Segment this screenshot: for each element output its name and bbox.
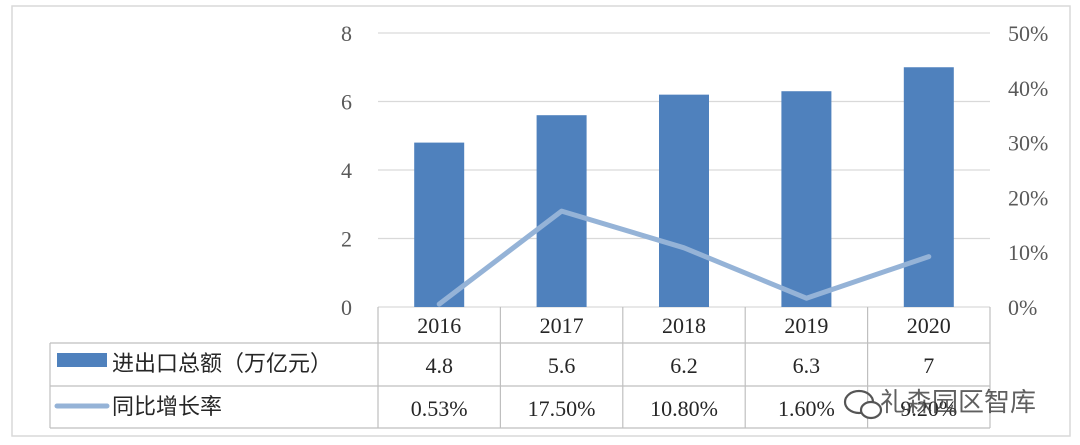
right-tick-label: 40%: [1008, 76, 1048, 101]
category-label: 2018: [662, 313, 706, 338]
legend-bar-swatch: [57, 353, 107, 367]
category-label: 2016: [417, 313, 461, 338]
left-tick-label: 8: [341, 21, 352, 46]
watermark: 礼森园区智库: [843, 388, 1036, 420]
bar: [781, 91, 832, 307]
wechat-bubble-small: [859, 400, 883, 420]
bar: [414, 142, 465, 307]
category-label: 2019: [784, 313, 828, 338]
watermark-text: 礼森园区智库: [880, 388, 1036, 418]
table-value: 6.3: [793, 353, 821, 378]
line-series: [436, 208, 932, 307]
bar: [659, 94, 709, 308]
left-tick-label: 2: [341, 227, 352, 252]
left-axis-ticks: 0 2 4 6 8: [341, 21, 352, 320]
table-value: 7: [923, 353, 934, 378]
right-axis-ticks: 0% 10% 20% 30% 40% 50%: [1008, 21, 1048, 320]
category-label: 2020: [907, 313, 951, 338]
legend-bar-label: 进出口总额（万亿元）: [112, 352, 332, 377]
left-tick-label: 0: [341, 295, 352, 320]
right-tick-label: 20%: [1008, 185, 1048, 210]
table-value: 0.53%: [411, 396, 468, 421]
bar-series: [414, 67, 954, 308]
right-tick-label: 50%: [1008, 21, 1048, 46]
bar: [903, 67, 954, 307]
table-value: 5.6: [548, 353, 576, 378]
line-point: [927, 255, 931, 259]
wechat-icon: [843, 389, 883, 420]
line-point: [560, 209, 564, 213]
right-tick-label: 0%: [1008, 295, 1037, 320]
table-value: 9.20%: [900, 396, 957, 421]
chart-border: [11, 5, 1071, 437]
legend-line-label: 同比增长率: [112, 395, 222, 420]
line-point: [804, 296, 808, 300]
category-label: 2017: [540, 313, 584, 338]
table-value: 6.2: [670, 353, 698, 378]
right-tick-label: 10%: [1008, 240, 1048, 265]
table-value: 17.50%: [528, 396, 596, 421]
table-value: 10.80%: [650, 396, 718, 421]
data-table: 2016 2017 2018 2019 2020 进出口总额（万亿元） 4.8 5.6 6.2 6…: [49, 307, 991, 429]
left-tick-label: 6: [341, 90, 352, 115]
left-tick-label: 4: [341, 158, 352, 183]
line-point: [437, 302, 441, 306]
table-value: 4.8: [425, 353, 453, 378]
right-tick-label: 30%: [1008, 131, 1048, 156]
line-point: [682, 246, 686, 250]
table-value: 1.60%: [778, 396, 835, 421]
